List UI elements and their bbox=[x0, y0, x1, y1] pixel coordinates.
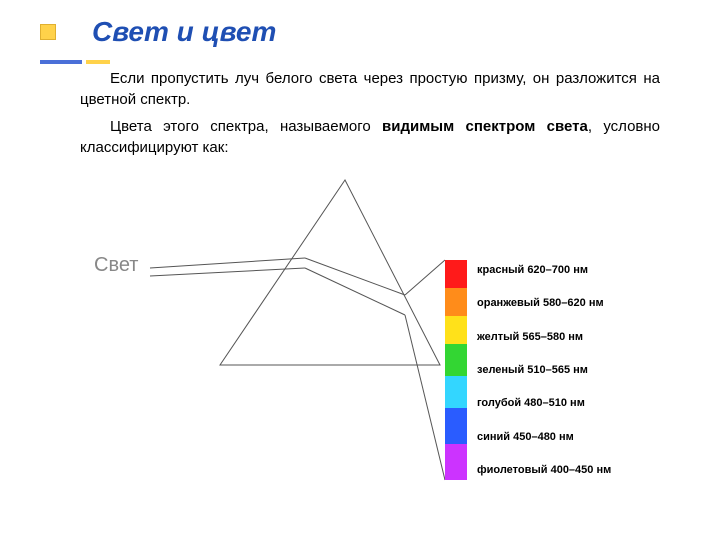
spectrum-label: синий 450–480 нм bbox=[477, 431, 657, 443]
light-ray bbox=[305, 258, 405, 295]
body-text: Если пропустить луч белого света через п… bbox=[80, 68, 660, 164]
spectrum-label: оранжевый 580–620 нм bbox=[477, 297, 657, 309]
spectrum-segment bbox=[445, 444, 467, 480]
title-underline-primary bbox=[40, 60, 82, 64]
spectrum-segment bbox=[445, 376, 467, 408]
light-ray bbox=[150, 258, 305, 268]
spectrum-bar bbox=[445, 260, 467, 480]
prism-triangle-icon bbox=[220, 180, 440, 365]
light-input-label: Свет bbox=[94, 254, 138, 277]
page-title: Свет и цвет bbox=[92, 16, 276, 48]
spectrum-label: зеленый 510–565 нм bbox=[477, 364, 657, 376]
prism-diagram: Свет красный 620–700 нморанжевый 580–620… bbox=[80, 160, 640, 510]
title-underline-accent bbox=[86, 60, 110, 64]
light-ray bbox=[405, 315, 445, 480]
paragraph-1: Если пропустить луч белого света через п… bbox=[80, 68, 660, 110]
spectrum-segment bbox=[445, 344, 467, 376]
spectrum-labels: красный 620–700 нм оранжевый 580–620 нм же… bbox=[477, 260, 657, 480]
spectrum-label: голубой 480–510 нм bbox=[477, 397, 657, 409]
title-bullet-icon bbox=[40, 24, 56, 40]
paragraph-2: Цвета этого спектра, называемого видимым… bbox=[80, 116, 660, 158]
spectrum-segment bbox=[445, 260, 467, 288]
spectrum-label: красный 620–700 нм bbox=[477, 264, 657, 276]
spectrum-label: фиолетовый 400–450 нм bbox=[477, 464, 657, 476]
spectrum-segment bbox=[445, 288, 467, 316]
spectrum-label: желтый 565–580 нм bbox=[477, 331, 657, 343]
spectrum-segment bbox=[445, 316, 467, 344]
light-rays bbox=[150, 258, 445, 480]
paragraph-2-strong: видимым спектром света bbox=[382, 118, 588, 135]
spectrum-segment bbox=[445, 408, 467, 444]
paragraph-2-pre: Цвета этого спектра, называемого bbox=[110, 118, 382, 135]
light-ray bbox=[305, 268, 405, 315]
light-ray bbox=[150, 268, 305, 276]
light-ray bbox=[405, 260, 445, 295]
